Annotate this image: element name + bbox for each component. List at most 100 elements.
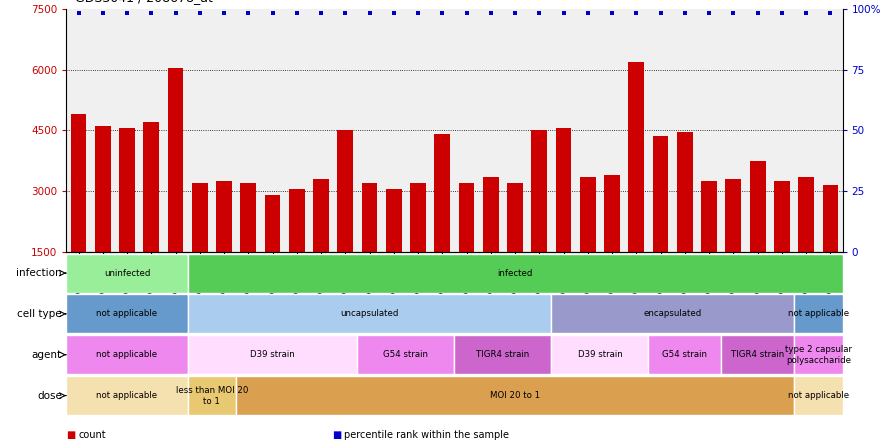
Text: infection: infection <box>16 268 62 278</box>
Point <box>508 9 522 16</box>
Point <box>605 9 620 16</box>
Text: GDS3041 / 208678_at: GDS3041 / 208678_at <box>75 0 213 4</box>
Bar <box>721 335 794 374</box>
Text: not applicable: not applicable <box>96 350 158 359</box>
Text: less than MOI 20
to 1: less than MOI 20 to 1 <box>176 385 248 406</box>
Bar <box>701 181 717 313</box>
Bar <box>794 376 843 415</box>
Bar <box>653 136 668 313</box>
Text: uninfected: uninfected <box>104 269 150 278</box>
Bar <box>192 183 208 313</box>
Bar <box>551 294 794 333</box>
Point <box>435 9 450 16</box>
Point <box>799 9 813 16</box>
Bar <box>358 335 455 374</box>
Text: infected: infected <box>497 269 533 278</box>
Point <box>168 9 182 16</box>
Bar <box>66 294 188 333</box>
Text: dose: dose <box>37 391 62 400</box>
Bar <box>798 177 814 313</box>
Point <box>72 9 86 16</box>
Bar <box>410 183 426 313</box>
Text: not applicable: not applicable <box>788 309 849 318</box>
Bar <box>188 254 843 293</box>
Point <box>581 9 595 16</box>
Bar <box>313 179 329 313</box>
Bar <box>794 294 843 333</box>
Point <box>289 9 304 16</box>
Point <box>774 9 789 16</box>
Point <box>242 9 256 16</box>
Bar <box>774 181 789 313</box>
Point <box>678 9 692 16</box>
Point <box>411 9 425 16</box>
Bar <box>362 183 377 313</box>
Bar <box>649 335 721 374</box>
Text: not applicable: not applicable <box>96 391 158 400</box>
Point <box>484 9 498 16</box>
Bar <box>289 189 304 313</box>
Point <box>653 9 667 16</box>
Bar <box>337 131 353 313</box>
Text: agent: agent <box>32 350 62 360</box>
Point <box>532 9 546 16</box>
Bar <box>677 132 693 313</box>
Bar <box>750 161 766 313</box>
Point <box>727 9 741 16</box>
Text: count: count <box>79 430 106 440</box>
Bar <box>167 67 183 313</box>
Bar <box>556 128 572 313</box>
Bar <box>822 185 838 313</box>
Point <box>144 9 158 16</box>
Bar <box>66 335 188 374</box>
Text: percentile rank within the sample: percentile rank within the sample <box>344 430 509 440</box>
Bar <box>628 62 644 313</box>
Bar <box>483 177 499 313</box>
Point <box>557 9 571 16</box>
Bar <box>66 376 188 415</box>
Point <box>193 9 207 16</box>
Bar <box>188 294 551 333</box>
Bar <box>580 177 596 313</box>
Point <box>750 9 765 16</box>
Bar <box>551 335 649 374</box>
Text: G54 strain: G54 strain <box>383 350 428 359</box>
Text: MOI 20 to 1: MOI 20 to 1 <box>490 391 540 400</box>
Point <box>96 9 110 16</box>
Point <box>120 9 135 16</box>
Bar <box>188 376 236 415</box>
Bar <box>143 122 159 313</box>
Text: G54 strain: G54 strain <box>662 350 707 359</box>
Bar <box>236 376 794 415</box>
Text: encapsulated: encapsulated <box>643 309 702 318</box>
Text: TIGR4 strain: TIGR4 strain <box>731 350 784 359</box>
Text: not applicable: not applicable <box>788 391 849 400</box>
Bar <box>95 126 111 313</box>
Bar <box>241 183 256 313</box>
Point <box>629 9 643 16</box>
Bar <box>455 335 551 374</box>
Bar <box>386 189 402 313</box>
Bar <box>604 175 620 313</box>
Text: cell type: cell type <box>18 309 62 319</box>
Bar <box>507 183 523 313</box>
Point <box>702 9 716 16</box>
Text: TIGR4 strain: TIGR4 strain <box>476 350 529 359</box>
Point <box>314 9 328 16</box>
Bar <box>435 135 450 313</box>
Text: ■: ■ <box>332 430 341 440</box>
Point <box>338 9 352 16</box>
Bar <box>726 179 742 313</box>
Text: ■: ■ <box>66 430 75 440</box>
Text: D39 strain: D39 strain <box>578 350 622 359</box>
Bar <box>794 335 843 374</box>
Bar <box>188 335 358 374</box>
Point <box>459 9 473 16</box>
Bar <box>458 183 474 313</box>
Bar <box>119 128 135 313</box>
Bar <box>66 254 188 293</box>
Text: uncapsulated: uncapsulated <box>341 309 399 318</box>
Point <box>387 9 401 16</box>
Bar <box>532 131 547 313</box>
Text: D39 strain: D39 strain <box>250 350 295 359</box>
